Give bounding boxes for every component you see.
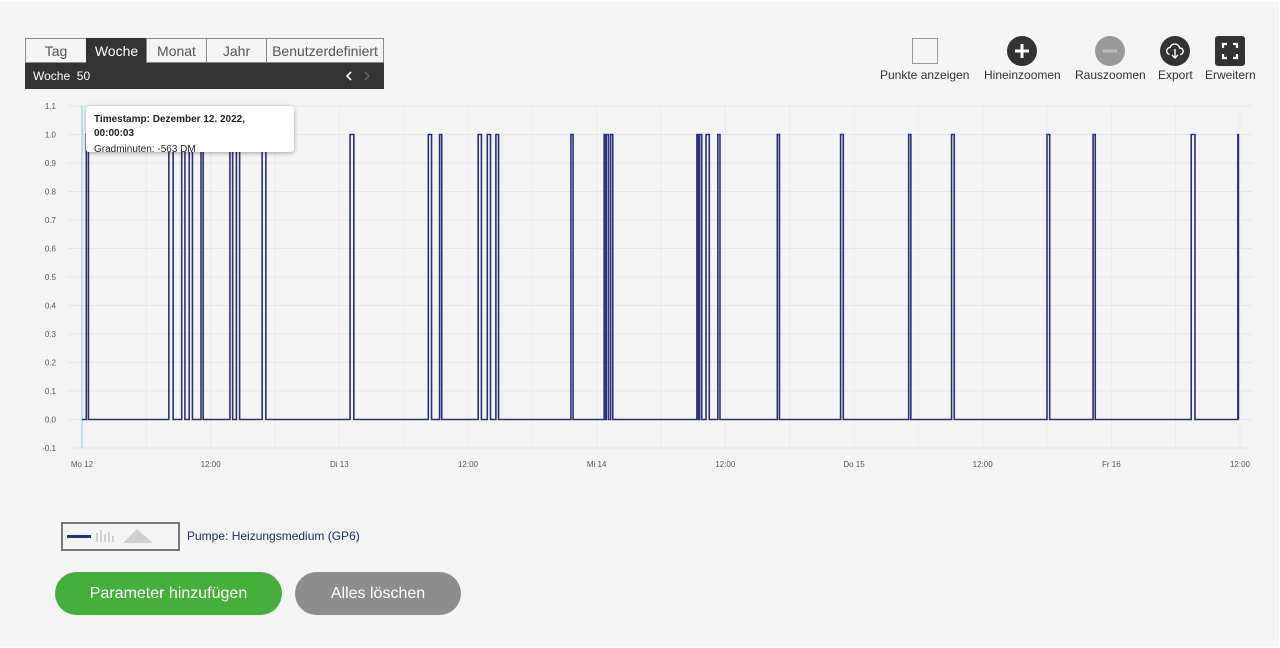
plus-circle-icon <box>1007 36 1038 66</box>
x-tick-label: Fr 16 <box>1102 460 1121 469</box>
x-tick-label: Di 13 <box>330 460 349 469</box>
x-tick-label: 12:00 <box>201 460 222 469</box>
tab-woche[interactable]: Woche <box>86 38 146 63</box>
show-points-toggle[interactable]: Punkte anzeigen <box>880 36 969 82</box>
expand-button[interactable]: Erweitern <box>1205 36 1256 82</box>
expand-label: Erweitern <box>1205 68 1256 82</box>
cloud-download-icon <box>1160 36 1191 66</box>
chevron-left-icon[interactable] <box>341 63 357 89</box>
tooltip-value: Gradminuten: -563 DM <box>94 144 196 155</box>
export-button[interactable]: Export <box>1158 36 1193 82</box>
y-tick-label: 0.4 <box>45 302 57 311</box>
x-tick-label: 12:00 <box>715 460 736 469</box>
y-tick-label: 0.8 <box>45 188 57 197</box>
zoom-in-label: Hineinzoomen <box>984 68 1061 82</box>
tab-benutzerdefiniert[interactable]: Benutzerdefiniert <box>266 38 384 63</box>
area-style-icon <box>123 529 153 543</box>
y-tick-label: 1.1 <box>45 102 57 111</box>
checkbox-icon[interactable] <box>910 36 940 66</box>
x-tick-label: Mo 12 <box>71 460 94 469</box>
y-tick-label: 0.6 <box>45 245 57 254</box>
period-bar: Woche 50 <box>25 63 384 89</box>
export-label: Export <box>1158 68 1193 82</box>
add-parameter-button[interactable]: Parameter hinzufügen <box>55 572 282 615</box>
x-tick-label: Mi 14 <box>587 460 607 469</box>
tab-tag[interactable]: Tag <box>25 38 86 63</box>
y-tick-label: 0.9 <box>45 159 57 168</box>
legend-series-label: Pumpe: Heizungsmedium (GP6) <box>187 529 360 543</box>
x-tick-label: 12:00 <box>1230 460 1251 469</box>
tab-jahr[interactable]: Jahr <box>206 38 266 63</box>
x-tick-label: 12:00 <box>458 460 479 469</box>
y-tick-label: -0.1 <box>42 444 56 453</box>
zoom-out-label: Rauszoomen <box>1075 68 1146 82</box>
zoom-out-button[interactable]: Rauszoomen <box>1075 36 1146 82</box>
y-tick-label: 0.7 <box>45 216 57 225</box>
y-tick-label: 0.0 <box>45 416 57 425</box>
bar-style-icon <box>96 530 114 542</box>
y-tick-label: 0.3 <box>45 330 57 339</box>
line-chart[interactable]: 1.1 1.0 0.9 0.8 0.7 0.6 0.5 0.4 0.3 0.2 0.1 0.0 -0.1… <box>0 95 1280 475</box>
line-style-icon <box>67 535 91 538</box>
clear-all-button[interactable]: Alles löschen <box>295 572 461 615</box>
series-line[interactable] <box>82 133 1240 421</box>
y-tick-label: 0.5 <box>45 273 57 282</box>
x-tick-label: Do 15 <box>843 460 865 469</box>
zoom-in-button[interactable]: Hineinzoomen <box>984 36 1061 82</box>
legend-style-toggle[interactable] <box>61 522 180 551</box>
y-tick-label: 0.2 <box>45 359 57 368</box>
y-tick-label: 1.0 <box>45 131 57 140</box>
period-tabs: Tag Woche Monat Jahr Benutzerdefiniert <box>25 38 384 63</box>
y-tick-label: 0.1 <box>45 387 57 396</box>
period-selector: Tag Woche Monat Jahr Benutzerdefiniert W… <box>25 38 384 89</box>
tooltip-timestamp: Timestamp: Dezember 12. 2022, 00:00:03 <box>94 114 246 139</box>
chart-tooltip: Timestamp: Dezember 12. 2022, 00:00:03 G… <box>86 106 294 155</box>
chevron-right-icon[interactable] <box>359 63 375 89</box>
show-points-label: Punkte anzeigen <box>880 68 970 82</box>
minus-circle-icon <box>1095 36 1126 66</box>
tab-monat[interactable]: Monat <box>146 38 206 63</box>
x-tick-label: 12:00 <box>973 460 994 469</box>
fullscreen-icon <box>1215 36 1246 66</box>
period-label: Woche 50 <box>33 69 91 83</box>
